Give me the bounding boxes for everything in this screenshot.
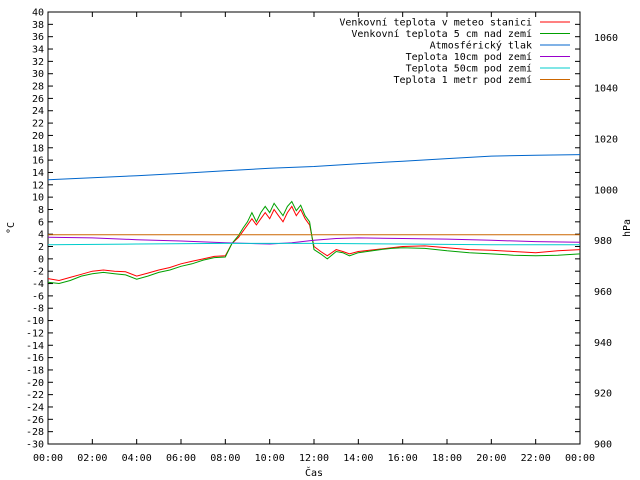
left-tick-label: -16 bbox=[26, 353, 44, 364]
legend-label: Atmosférický tlak bbox=[430, 40, 532, 52]
series-layer bbox=[47, 154, 581, 285]
right-tick-label: 1020 bbox=[594, 135, 618, 146]
x-tick-label: 12:00 bbox=[299, 453, 329, 464]
right-tick-label: 1040 bbox=[594, 84, 618, 95]
left-tick-label: 6 bbox=[38, 217, 44, 228]
series-line bbox=[47, 242, 580, 246]
left-tick-label: 0 bbox=[38, 254, 44, 265]
left-tick-label: -18 bbox=[26, 365, 44, 376]
left-tick-label: 8 bbox=[38, 205, 44, 216]
left-tick-label: -24 bbox=[26, 402, 44, 413]
left-tick-label: -12 bbox=[26, 328, 44, 339]
x-tick-label: 10:00 bbox=[255, 453, 285, 464]
left-tick-label: -22 bbox=[26, 390, 44, 401]
legend: Venkovní teplota v meteo staniciVenkovní… bbox=[339, 17, 570, 86]
left-tick-label: 14 bbox=[32, 168, 44, 179]
left-tick-label: 4 bbox=[38, 230, 44, 241]
x-tick-label: 18:00 bbox=[432, 453, 462, 464]
x-tick-label: 14:00 bbox=[343, 453, 373, 464]
left-tick-label: 22 bbox=[32, 119, 44, 130]
left-tick-label: 34 bbox=[32, 45, 44, 56]
left-tick-label: -26 bbox=[26, 415, 44, 426]
x-tick-label: 04:00 bbox=[122, 453, 152, 464]
right-tick-label: 900 bbox=[594, 440, 612, 451]
series-line bbox=[47, 236, 581, 245]
left-tick-label: -10 bbox=[26, 316, 44, 327]
left-tick-label: 32 bbox=[32, 57, 44, 68]
left-tick-label: -20 bbox=[26, 378, 44, 389]
left-tick-label: -2 bbox=[32, 267, 44, 278]
series-line bbox=[47, 154, 581, 181]
right-tick-label: 1060 bbox=[594, 33, 618, 44]
x-axis-title: Čas bbox=[305, 466, 323, 479]
x-tick-label: 02:00 bbox=[77, 453, 107, 464]
left-tick-label: 18 bbox=[32, 143, 44, 154]
x-tick-label: 00:00 bbox=[565, 453, 595, 464]
right-axis-ticks: 1060 1040 1020 1000 980 960 940 920 900 bbox=[594, 33, 618, 451]
right-tick-label: 980 bbox=[594, 236, 612, 247]
series-line bbox=[47, 200, 581, 285]
legend-label: Venkovní teplota v meteo stanici bbox=[339, 17, 532, 29]
left-tick-label: -30 bbox=[26, 440, 44, 451]
left-axis-ticks: 4038363432302826242220181614121086420-2-… bbox=[26, 8, 580, 451]
x-tick-label: 20:00 bbox=[476, 453, 506, 464]
left-tick-label: 36 bbox=[32, 32, 44, 43]
x-tick-label: 00:00 bbox=[33, 453, 63, 464]
left-tick-label: 12 bbox=[32, 180, 44, 191]
series-line bbox=[47, 205, 581, 282]
left-tick-label: 2 bbox=[38, 242, 44, 253]
right-tick-label: 960 bbox=[594, 287, 612, 298]
left-tick-label: 28 bbox=[32, 82, 44, 93]
x-tick-label: 22:00 bbox=[521, 453, 551, 464]
x-tick-label: 16:00 bbox=[388, 453, 418, 464]
legend-label: Teplota 50cm pod zemí bbox=[406, 63, 532, 75]
right-tick-label: 1000 bbox=[594, 185, 618, 196]
left-axis-title: °C bbox=[6, 222, 17, 234]
left-tick-label: -4 bbox=[32, 279, 44, 290]
x-axis-ticks: 00:00 02:00 04:00 06:00 08:00 10:00 12:00 14:00… bbox=[33, 12, 595, 464]
right-tick-label: 940 bbox=[594, 338, 612, 349]
left-tick-label: -14 bbox=[26, 341, 44, 352]
right-tick-label: 920 bbox=[594, 389, 612, 400]
left-tick-label: -8 bbox=[32, 304, 44, 315]
left-tick-label: 26 bbox=[32, 94, 44, 105]
left-tick-label: 10 bbox=[32, 193, 44, 204]
left-tick-label: 20 bbox=[32, 131, 44, 142]
legend-label: Venkovní teplota 5 cm nad zemí bbox=[351, 28, 532, 40]
left-tick-label: 24 bbox=[32, 106, 44, 117]
legend-label: Teplota 10cm pod zemí bbox=[406, 51, 532, 63]
legend-label: Teplota 1 metr pod zemí bbox=[394, 74, 532, 86]
x-tick-label: 06:00 bbox=[166, 453, 196, 464]
left-tick-label: 40 bbox=[32, 8, 44, 19]
left-tick-label: 38 bbox=[32, 20, 44, 31]
left-tick-label: -6 bbox=[32, 291, 44, 302]
x-tick-label: 08:00 bbox=[210, 453, 240, 464]
left-tick-label: 16 bbox=[32, 156, 44, 167]
right-axis-title: hPa bbox=[622, 219, 633, 237]
left-tick-label: -28 bbox=[26, 427, 44, 438]
left-tick-label: 30 bbox=[32, 69, 44, 80]
